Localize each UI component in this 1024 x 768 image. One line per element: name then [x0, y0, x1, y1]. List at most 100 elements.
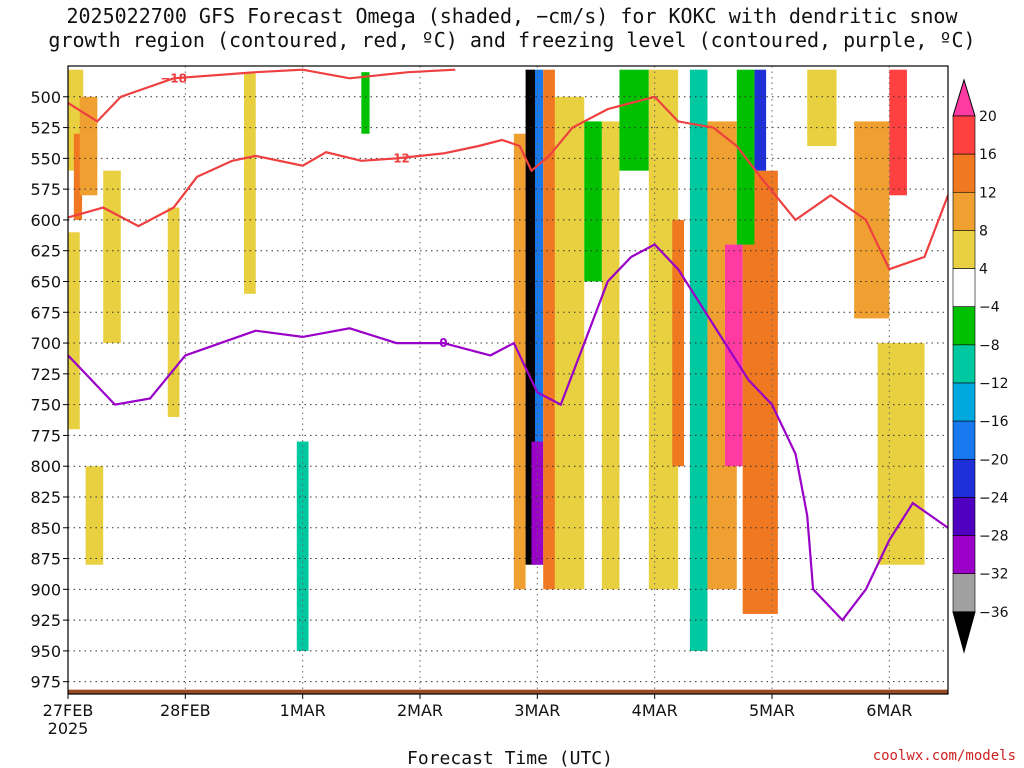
- y-tick-label: 550: [30, 149, 61, 168]
- terrain-fill: [68, 689, 948, 694]
- colorbar-tick-label: 4: [979, 262, 988, 278]
- omega-region-1: [73, 133, 83, 220]
- omega-region-10: [513, 133, 526, 590]
- contour-label-1: −12: [383, 151, 410, 165]
- y-tick-label: 575: [30, 180, 61, 199]
- colorbar-segment-4: [952, 230, 976, 269]
- contour-line-2: [68, 243, 948, 622]
- omega-region-8: [296, 441, 309, 651]
- colorbar-arrow-top: [952, 78, 976, 117]
- colorbar-segment-1: [952, 115, 976, 155]
- x-tick-label: 6MAR: [866, 701, 912, 720]
- y-tick-label: 850: [30, 519, 61, 538]
- x-tick-label: 4MAR: [632, 701, 678, 720]
- colorbar-tick-label: −4: [979, 300, 1000, 316]
- omega-region-30: [877, 343, 925, 565]
- y-tick-label: 975: [30, 673, 61, 692]
- x-tick-label: 28FEB: [160, 701, 211, 720]
- colorbar: 20 16 12 8 4 −4 −8 −12 −16 −20 −24 −28 −32 −36: [952, 78, 1009, 654]
- contour-line-0: [68, 68, 456, 123]
- colorbar-segment-6: [952, 306, 976, 346]
- omega-region-2: [79, 96, 98, 196]
- y-tick-label: 925: [30, 611, 61, 630]
- contour-label-0: −18: [160, 71, 187, 85]
- omega-region-3: [68, 232, 80, 430]
- omega-region-9: [361, 72, 370, 134]
- colorbar-segment-10: [952, 458, 976, 498]
- chart-title: 2025022700 GFS Forecast Omega (shaded, −…: [0, 4, 1024, 52]
- y-tick-label: 725: [30, 365, 61, 384]
- y-tick-label: 625: [30, 242, 61, 261]
- colorbar-segment-11: [952, 497, 976, 536]
- colorbar-segment-8: [952, 382, 976, 422]
- omega-region-4: [85, 466, 104, 565]
- omega-region-5: [103, 170, 121, 344]
- y-tick-label: 650: [30, 272, 61, 291]
- colorbar-tick-label: −20: [979, 452, 1009, 468]
- colorbar-segment-3: [952, 191, 976, 231]
- colorbar-tick-label: 12: [979, 185, 997, 201]
- omega-region-12: [534, 69, 544, 565]
- colorbar-tick-label: −28: [979, 529, 1009, 545]
- contour-lines: −18 −12 0: [68, 68, 948, 622]
- x-axis-label: Forecast Time (UTC): [407, 748, 613, 768]
- terrain-band: [68, 689, 948, 694]
- omega-region-21: [689, 69, 708, 651]
- omega-shading: [68, 69, 925, 651]
- colorbar-segment-13: [952, 573, 976, 613]
- colorbar-segment-12: [952, 535, 976, 575]
- omega-region-13: [531, 441, 544, 565]
- colorbar-tick-label: −8: [979, 338, 1000, 354]
- colorbar-tick-label: −12: [979, 376, 1009, 392]
- y-tick-label: 825: [30, 488, 61, 507]
- colorbar-segment-7: [952, 344, 976, 384]
- colorbar-arrow-bottom: [952, 611, 976, 654]
- credit-link[interactable]: coolwx.com/models: [873, 748, 1016, 764]
- omega-region-29: [889, 69, 907, 196]
- omega-region-11: [525, 69, 535, 565]
- colorbar-tick-label: −36: [979, 605, 1009, 621]
- x-tick-label: 27FEB: [43, 701, 94, 720]
- colorbar-tick-label: 8: [979, 223, 988, 239]
- title-line-1: 2025022700 GFS Forecast Omega (shaded, −…: [66, 4, 958, 28]
- title-line-2: growth region (contoured, red, ºC) and f…: [48, 28, 976, 52]
- colorbar-segment-5: [952, 268, 976, 308]
- x-tick-label: 3MAR: [514, 701, 560, 720]
- y-tick-label: 900: [30, 580, 61, 599]
- colorbar-segment-9: [952, 420, 976, 460]
- y-axis-ticks: 500 525 550 575 600 625 650 675 700 725 750 775 800 8…: [30, 88, 68, 692]
- colorbar-tick-label: −16: [979, 414, 1009, 430]
- y-tick-label: 950: [30, 642, 61, 661]
- x-tick-label: 5MAR: [749, 701, 795, 720]
- colorbar-tick-label: 16: [979, 147, 997, 163]
- y-tick-label: 800: [30, 457, 61, 476]
- omega-region-14: [543, 69, 555, 590]
- y-tick-label: 600: [30, 211, 61, 230]
- x-tick-label: 1MAR: [280, 701, 326, 720]
- y-tick-label: 675: [30, 303, 61, 322]
- omega-region-16: [584, 121, 602, 282]
- y-tick-label: 525: [30, 119, 61, 138]
- y-tick-label: 875: [30, 550, 61, 569]
- omega-region-25: [754, 69, 767, 171]
- colorbar-tick-label: 20: [979, 109, 997, 125]
- omega-region-27: [807, 69, 837, 147]
- y-tick-label: 750: [30, 396, 61, 415]
- colorbar-tick-label: −24: [979, 490, 1009, 506]
- x-tick-label: 2MAR: [397, 701, 443, 720]
- y-tick-label: 500: [30, 88, 61, 107]
- omega-region-7: [244, 72, 256, 294]
- contour-label-2: 0: [439, 336, 447, 350]
- plot-area: [68, 66, 948, 694]
- y-tick-label: 775: [30, 426, 61, 445]
- colorbar-segment-2: [952, 153, 976, 193]
- contour-line-1: [68, 95, 948, 271]
- grid-lines: [67, 66, 948, 694]
- plot-frame: [67, 65, 949, 695]
- x-tick-sublabel: 2025: [48, 719, 89, 738]
- y-tick-label: 700: [30, 334, 61, 353]
- omega-region-17: [601, 121, 620, 590]
- omega-region-18: [619, 69, 649, 171]
